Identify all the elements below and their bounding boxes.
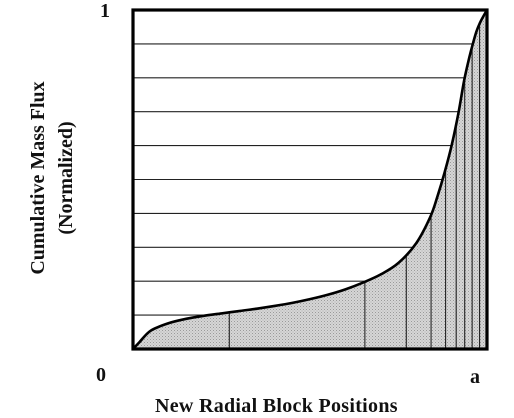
- mass-flux-curve: [132, 9, 489, 350]
- y-axis-title-line-2: (Normalized): [55, 121, 77, 235]
- x-tick-label-max: a: [470, 366, 480, 388]
- flux-level-lines: [133, 43, 473, 316]
- y-tick-label-max: 1: [100, 0, 110, 22]
- y-axis-title-line-1: Cumulative Mass Flux: [27, 81, 49, 275]
- frame-group: [131, 8, 489, 351]
- x-axis-title: New Radial Block Positions: [155, 395, 398, 417]
- block-position-lines: [228, 23, 481, 349]
- curve-group: [132, 9, 489, 350]
- x-tick-label-min: 0: [96, 364, 106, 386]
- plot-frame: [131, 8, 489, 351]
